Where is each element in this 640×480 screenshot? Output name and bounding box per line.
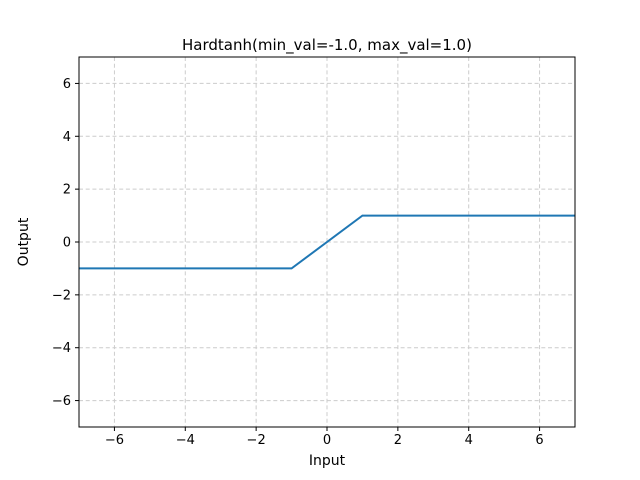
y-tick-label: −4: [52, 341, 71, 356]
x-tick-label: −4: [176, 433, 195, 448]
x-tick-label: 0: [323, 433, 331, 448]
x-tick-label: 6: [535, 433, 543, 448]
y-tick-label: −2: [52, 288, 71, 303]
x-tick-label: 4: [465, 433, 473, 448]
data-line: [79, 214, 575, 270]
x-tick-label: −2: [247, 433, 266, 448]
x-axis-label: Input: [308, 453, 346, 469]
y-tick-label: 4: [63, 130, 71, 145]
y-tick-label: 2: [63, 183, 71, 198]
x-tick-label: −6: [105, 433, 124, 448]
chart-title: Hardtanh(min_val=-1.0, max_val=1.0): [182, 36, 472, 54]
y-tick-label: 6: [63, 77, 71, 92]
y-tick-label: 0: [63, 236, 71, 251]
y-tick-label: −6: [52, 394, 71, 409]
x-tick-label: 2: [394, 433, 402, 448]
